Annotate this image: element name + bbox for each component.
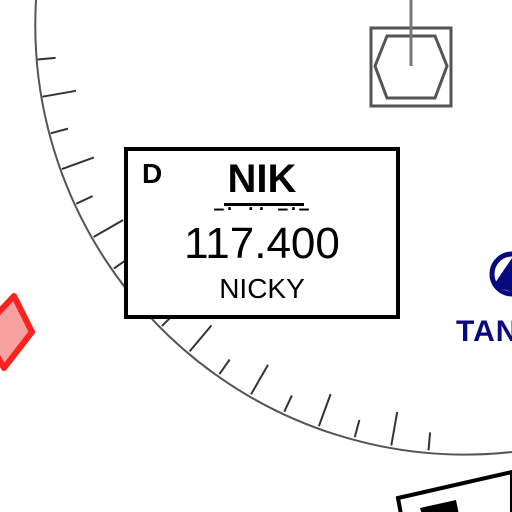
vor-info-box[interactable]: D NIK –· ·· –·– 117.400 NICKY [124, 147, 400, 319]
vor-frequency: 117.400 [184, 219, 340, 268]
compass-tick [390, 411, 399, 446]
airport-symbol-icon[interactable] [489, 251, 512, 297]
compass-tick [93, 219, 124, 238]
vor-class-letter: D [142, 158, 163, 189]
vor-name: NICKY [219, 273, 305, 304]
compass-tick [50, 127, 69, 135]
ident-underline [224, 203, 304, 206]
compass-tick [250, 364, 269, 395]
vor-station-icon[interactable] [369, 0, 453, 108]
compass-tick [37, 56, 56, 61]
vor-ident: NIK [227, 157, 297, 201]
compass-tick [427, 432, 432, 451]
compass-rose-arc [34, 0, 512, 456]
airspace-box-partial [395, 469, 512, 512]
airport-label[interactable]: TAN [456, 315, 512, 348]
compass-tick [353, 419, 361, 438]
compass-tick [75, 195, 94, 205]
compass-tick [218, 358, 231, 375]
compass-tick [283, 394, 293, 413]
compass-tick [317, 393, 332, 427]
compass-tick [61, 156, 95, 171]
restricted-area-marker-icon[interactable] [0, 293, 35, 371]
morse-code: –· ·· –·– [214, 199, 310, 218]
compass-tick [188, 324, 213, 353]
compass-tick [42, 89, 77, 98]
